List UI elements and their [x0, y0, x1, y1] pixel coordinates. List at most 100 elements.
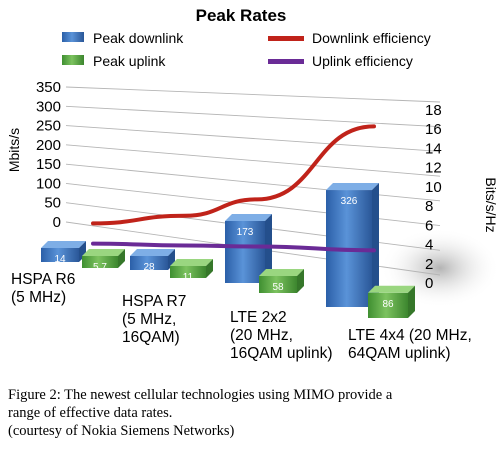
legend-swatch-peak-downlink: [62, 32, 84, 42]
legend: Peak downlink Peak uplink Downlink effic…: [62, 30, 431, 69]
point-downlink-efficiency-1: [92, 222, 94, 224]
category-label-2-line-1: HSPA R7: [122, 293, 186, 310]
caption-line-3: (courtesy of Nokia Siemens Networks): [8, 423, 235, 439]
bar-downlink-4: 326: [326, 183, 379, 307]
bar-uplink-3-value-label: 58: [272, 282, 284, 293]
bar-downlink-2-value-label: 28: [143, 262, 155, 273]
bar-uplink-4: 86: [368, 285, 415, 318]
bar-downlink-1: 14: [41, 241, 86, 265]
bar-downlink-3-top: [225, 213, 272, 221]
bar-uplink-1-top: [82, 249, 125, 256]
point-uplink-efficiency-2: [184, 245, 186, 247]
category-label-2-line-2: (5 MHz,: [122, 311, 176, 328]
left-tick-label-200: 200: [36, 137, 61, 154]
category-label-2-line-3: 16QAM): [122, 329, 180, 346]
right-tick-label-0: 0: [425, 275, 433, 292]
right-tick-label-14: 14: [425, 140, 442, 157]
left-tick-label-250: 250: [36, 118, 61, 135]
bar-uplink-3-top: [259, 268, 304, 276]
right-tick-label-12: 12: [425, 160, 442, 177]
category-label-1: HSPA R6 (5 MHz): [11, 271, 75, 306]
bar-downlink-2-front: [130, 256, 168, 270]
bar-uplink-2-value-label: 11: [183, 272, 194, 283]
right-tick-label-2: 2: [425, 256, 433, 273]
gridline: [65, 86, 441, 103]
category-label-3-line-2: (20 MHz,: [230, 327, 293, 344]
category-label-4-line-1: LTE 4x4 (20 MHz,: [348, 327, 472, 344]
bar-downlink-2: 28: [130, 249, 175, 273]
bar-downlink-3-front: [225, 220, 265, 283]
legend-label-downlink-efficiency: Downlink efficiency: [312, 30, 431, 46]
efficiency-lines: [91, 124, 376, 253]
bar-uplink-2-front: [170, 266, 206, 278]
gridline: [65, 125, 441, 152]
gridline: [65, 144, 441, 177]
right-tick-label-4: 4: [425, 237, 433, 254]
right-axis-ticks: 0 2 4 6 8 10 12 14 16 18: [425, 102, 442, 292]
category-label-1-line-2: (5 MHz): [11, 289, 66, 306]
category-label-4-line-2: 64QAM uplink): [348, 345, 451, 362]
bar-downlink-4-top: [326, 183, 379, 191]
right-tick-label-6: 6: [425, 217, 433, 234]
figure-caption: Figure 2: The newest cellular technologi…: [8, 386, 496, 440]
point-uplink-efficiency-3: [256, 245, 258, 247]
left-tick-label-300: 300: [36, 98, 61, 115]
category-label-3-line-1: LTE 2x2: [230, 309, 287, 326]
point-uplink-efficiency-4: [373, 249, 375, 251]
bar-downlink-2-top: [130, 249, 175, 256]
bar-uplink-1-side: [118, 249, 125, 268]
category-label-1-line-1: HSPA R6: [11, 271, 75, 288]
y-axis-left-label: Mbits/s: [6, 128, 22, 172]
point-downlink-efficiency-4: [373, 125, 375, 127]
legend-label-uplink-efficiency: Uplink efficiency: [312, 53, 413, 69]
bar-uplink-4-value-label: 86: [382, 299, 394, 310]
legend-label-peak-downlink: Peak downlink: [93, 30, 184, 46]
point-downlink-efficiency-3: [256, 198, 258, 200]
category-label-3: LTE 2x2 (20 MHz, 16QAM uplink): [230, 309, 333, 362]
bar-uplink-2: 11: [170, 259, 213, 283]
legend-swatch-downlink-efficiency: [268, 36, 304, 41]
bar-downlink-1-value-label: 14: [54, 254, 66, 265]
bar-downlink-4-value-label: 326: [341, 196, 358, 207]
bar-uplink-4-front: [368, 292, 408, 318]
line-uplink-efficiency: [91, 241, 376, 253]
legend-label-peak-uplink: Peak uplink: [93, 53, 166, 69]
bar-uplink-3-front: [259, 275, 297, 293]
gridline: [65, 163, 441, 202]
left-tick-label-350: 350: [36, 79, 61, 96]
bar-uplink-1: 5.7: [82, 249, 125, 273]
bar-uplink-4-side: [408, 285, 415, 318]
category-label-4: LTE 4x4 (20 MHz, 64QAM uplink): [348, 327, 472, 362]
legend-swatch-uplink-efficiency: [268, 59, 304, 64]
left-tick-label-100: 100: [36, 175, 61, 192]
bar-downlink-1-top: [41, 241, 86, 248]
bar-downlink-3-value-label: 173: [237, 227, 254, 238]
bar-downlink-3: 173: [225, 213, 272, 283]
bar-uplink-1-front: [82, 256, 118, 268]
bar-uplink-1-value-label: 5.7: [93, 262, 107, 273]
bar-downlink-1-front: [41, 248, 79, 262]
bar-uplink-2-top: [170, 259, 213, 266]
left-axis-ticks: 0 50 100 150 200 250 300 350: [36, 79, 61, 231]
y-axis-right-label: Bits/s/Hz: [483, 177, 499, 232]
left-tick-label-50: 50: [44, 195, 61, 212]
left-tick-label-0: 0: [53, 214, 61, 231]
category-labels: HSPA R6 (5 MHz) HSPA R7 (5 MHz, 16QAM) LTE 2x…: [11, 271, 472, 362]
category-label-3-line-3: 16QAM uplink): [230, 345, 333, 362]
right-tick-label-16: 16: [425, 121, 442, 138]
bar-uplink-2-side: [206, 259, 213, 278]
bar-uplink-4-top: [368, 285, 415, 293]
gridline: [65, 105, 441, 128]
bar-uplink-3-side: [297, 268, 304, 293]
point-downlink-efficiency-2: [184, 215, 186, 217]
bar-uplink-3: 58: [259, 268, 304, 293]
left-tick-label-150: 150: [36, 156, 61, 173]
right-tick-label-10: 10: [425, 179, 442, 196]
caption-line-2: range of effective data rates.: [8, 405, 173, 421]
right-tick-label-18: 18: [425, 102, 442, 119]
caption-line-1: Figure 2: The newest cellular technologi…: [8, 387, 393, 403]
chart-title: Peak Rates: [196, 6, 287, 25]
point-uplink-efficiency-1: [92, 243, 94, 245]
category-label-2: HSPA R7 (5 MHz, 16QAM): [122, 293, 186, 346]
